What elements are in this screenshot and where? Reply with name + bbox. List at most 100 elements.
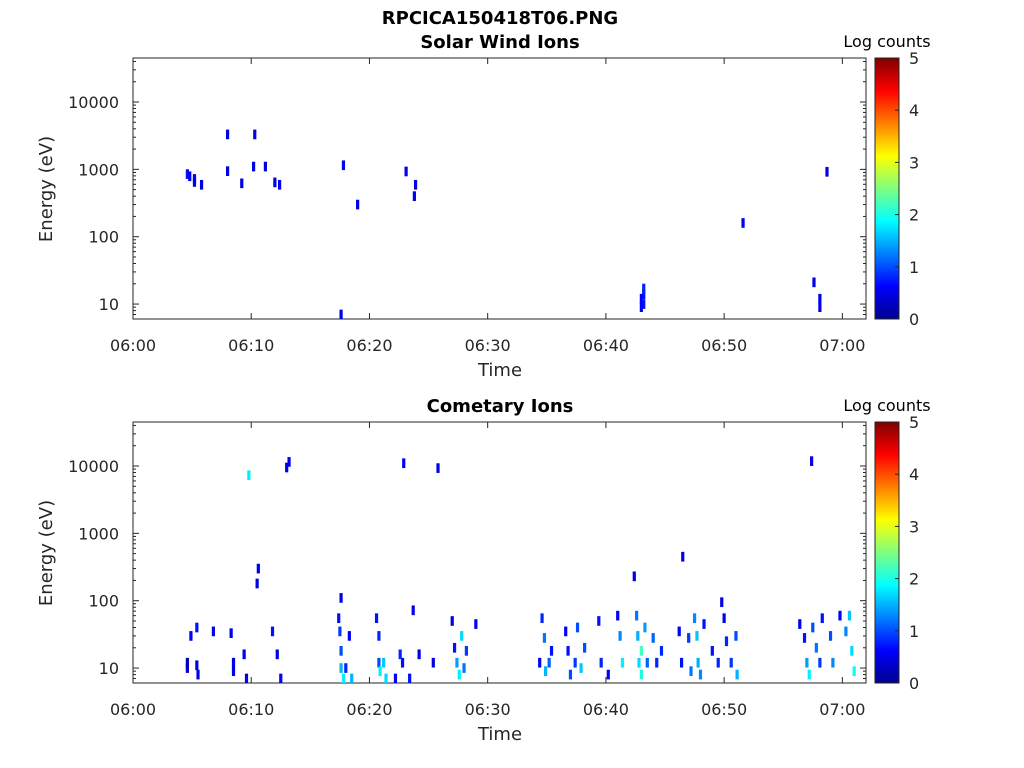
data-cell bbox=[642, 289, 646, 300]
panel-title: Cometary Ions bbox=[427, 396, 574, 417]
data-cell bbox=[547, 657, 551, 668]
colorbar-tick-label: 4 bbox=[909, 101, 919, 120]
data-cell bbox=[225, 166, 230, 176]
data-cell bbox=[341, 160, 346, 171]
colorbar-tick-label: 5 bbox=[909, 413, 919, 432]
data-cell bbox=[810, 456, 814, 466]
data-cell bbox=[457, 669, 461, 680]
data-cell bbox=[716, 657, 720, 668]
y-axis-label: Energy (eV) bbox=[36, 500, 57, 606]
data-cell bbox=[244, 673, 249, 683]
data-cell bbox=[231, 657, 236, 668]
colorbar: 0 1 2 3 4 5 Log counts bbox=[843, 32, 930, 329]
data-cell bbox=[544, 666, 548, 676]
solar-wind-ions-panel: Solar Wind Ions 06:00 06:10 06:20 06:30 06:4… bbox=[36, 32, 931, 381]
data-cell bbox=[279, 673, 283, 683]
data-cell bbox=[549, 646, 554, 656]
data-cell bbox=[844, 626, 848, 637]
data-cell bbox=[404, 166, 408, 177]
colorbar-tick-label: 1 bbox=[909, 622, 919, 641]
data-cell bbox=[285, 462, 289, 473]
data-cell bbox=[253, 129, 257, 140]
data-cell bbox=[807, 669, 811, 680]
y-axis-label: Energy (eV) bbox=[36, 136, 57, 242]
data-cell bbox=[635, 610, 639, 621]
data-cell bbox=[639, 302, 643, 312]
data-cell bbox=[436, 463, 440, 473]
data-cell bbox=[825, 166, 829, 177]
data-cell bbox=[568, 669, 573, 680]
data-cell bbox=[702, 619, 706, 629]
data-cell bbox=[566, 646, 570, 656]
data-cell bbox=[735, 669, 739, 680]
figure-title: RPCICA150418T06.PNG bbox=[382, 8, 618, 29]
data-cell bbox=[814, 642, 818, 653]
colorbar-ticks: 0 1 2 3 4 5 bbox=[895, 413, 919, 693]
colorbar-scale bbox=[874, 421, 900, 684]
data-cell bbox=[242, 649, 246, 660]
data-cell bbox=[413, 179, 418, 190]
data-cell bbox=[679, 657, 684, 668]
data-cell bbox=[412, 191, 416, 201]
data-cell bbox=[805, 657, 809, 668]
x-tick-label: 06:20 bbox=[346, 700, 392, 719]
data-cell bbox=[347, 631, 351, 641]
data-cell bbox=[616, 610, 620, 621]
colorbar-tick-label: 1 bbox=[909, 258, 919, 277]
data-cell bbox=[196, 669, 200, 680]
y-tick-label: 10000 bbox=[68, 93, 119, 112]
x-tick-label: 06:50 bbox=[701, 700, 747, 719]
x-tick-label: 06:10 bbox=[228, 336, 274, 355]
data-cell bbox=[606, 669, 610, 680]
data-cell bbox=[599, 657, 603, 668]
data-cell bbox=[452, 642, 457, 653]
data-cell bbox=[655, 657, 659, 668]
data-cell bbox=[339, 593, 343, 603]
data-cell bbox=[850, 646, 854, 656]
data-cell bbox=[639, 669, 643, 680]
data-cell bbox=[393, 673, 398, 683]
data-cell bbox=[812, 277, 816, 288]
data-cell bbox=[464, 646, 468, 656]
data-cell bbox=[575, 622, 580, 633]
data-cell bbox=[189, 631, 193, 641]
cometary-ions-panel: Cometary Ions 06:00 06:10 06:20 06:30 06:40 0… bbox=[36, 396, 931, 745]
colorbar-tick-label: 5 bbox=[909, 49, 919, 68]
data-cell bbox=[681, 551, 685, 562]
data-cell bbox=[642, 299, 646, 309]
data-cell bbox=[229, 628, 233, 638]
data-cell bbox=[643, 622, 647, 633]
colorbar: 0 1 2 3 4 5 Log counts bbox=[843, 396, 930, 693]
data-cell bbox=[637, 657, 641, 668]
data-cell bbox=[339, 309, 343, 319]
data-cell bbox=[564, 626, 568, 637]
data-cell bbox=[211, 626, 215, 637]
data-cell bbox=[831, 657, 835, 668]
data-cell bbox=[698, 669, 703, 680]
data-cell bbox=[636, 631, 640, 641]
data-cell bbox=[339, 663, 343, 673]
data-cell bbox=[828, 631, 833, 641]
data-cell bbox=[411, 605, 415, 616]
data-cell bbox=[811, 622, 815, 633]
data-cell bbox=[573, 657, 577, 668]
data-cell bbox=[195, 660, 199, 671]
y-tick-label: 10000 bbox=[68, 457, 119, 476]
x-tick-label: 06:10 bbox=[228, 700, 274, 719]
data-cell bbox=[722, 613, 726, 624]
data-cell bbox=[185, 663, 189, 673]
colorbar-tick-label: 4 bbox=[909, 465, 919, 484]
panel-title: Solar Wind Ions bbox=[420, 32, 579, 53]
data-cell bbox=[195, 622, 199, 633]
data-cell bbox=[402, 458, 406, 469]
data-cell bbox=[852, 666, 856, 676]
data-cell bbox=[240, 178, 244, 189]
data-cell bbox=[341, 673, 346, 683]
data-cell bbox=[462, 663, 466, 673]
data-cell bbox=[734, 631, 738, 641]
data-cell bbox=[474, 619, 478, 629]
colorbar-tick-label: 2 bbox=[909, 570, 919, 589]
x-tick-label: 06:40 bbox=[583, 700, 629, 719]
data-cell bbox=[356, 199, 360, 210]
